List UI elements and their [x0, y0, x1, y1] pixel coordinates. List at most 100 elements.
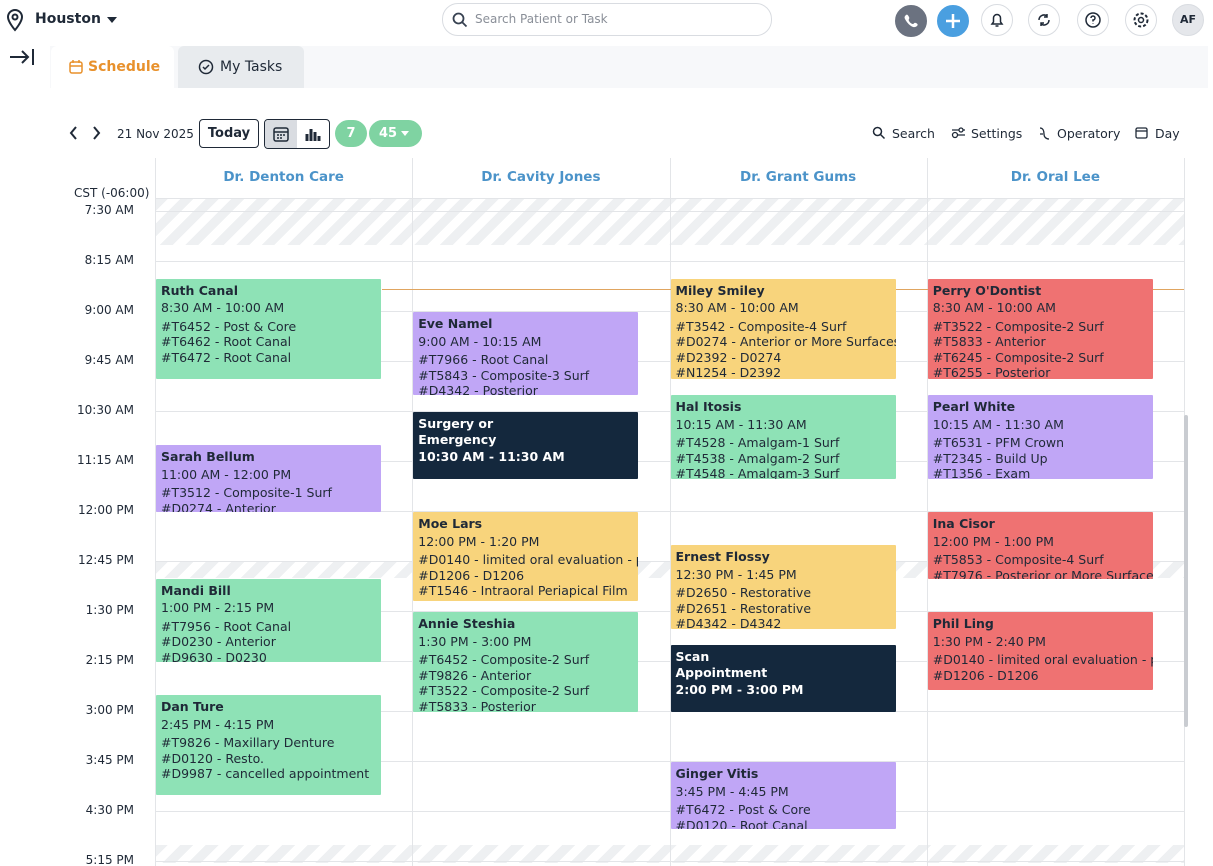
appointment-time: 8:30 AM - 10:00 AM [932, 300, 1056, 316]
procedure: #T6255 - Posterior [932, 365, 1051, 379]
appointment-time: 8:30 AM - 10:00 AM [675, 300, 799, 316]
avatar[interactable]: AF [1172, 4, 1204, 36]
appointment-time: 1:30 PM - 3:00 PM [418, 633, 532, 649]
procedure: #D0230 - Anterior [161, 634, 276, 650]
time-label: 3:00 PM [85, 703, 134, 717]
appointment[interactable]: Ernest Flossy 12:30 PM - 1:45 PM #D2650 - … [670, 545, 896, 629]
procedure: #T5833 - Posterior [418, 698, 536, 713]
doctor-name: Dr. Grant Gums [740, 169, 857, 185]
appointment[interactable]: Phil Ling 1:30 PM - 2:40 PM #D0140 - limit… [927, 612, 1153, 690]
patient-name: Eve Namel [418, 316, 493, 331]
procedure: #T4528 - Amalgam-1 Surf [675, 435, 840, 451]
current-date: 21 Nov 2025 [117, 127, 194, 141]
count-badge[interactable]: 7 [335, 120, 367, 147]
procedure: #T3542 - Composite-4 Surf [675, 318, 847, 334]
appointment[interactable]: Ina Cisor 12:00 PM - 1:00 PM #T5853 - Comp… [927, 512, 1153, 579]
phone-button[interactable] [895, 5, 927, 37]
appointment-time: 1:00 PM - 2:15 PM [161, 600, 275, 616]
procedure: #T3522 - Composite-2 Surf [932, 318, 1104, 334]
today-button[interactable]: Today [199, 119, 259, 148]
search-placeholder: Search Patient or Task [475, 12, 608, 26]
procedure: #D0120 - Root Canal [675, 817, 808, 829]
appointment-time: 8:30 AM - 10:00 AM [161, 300, 285, 316]
column-line [669, 158, 671, 866]
appointment-time: 2:00 PM - 3:00 PM [675, 682, 804, 698]
timezone: CST (-06:00) [74, 186, 150, 200]
appointment[interactable]: Mandi Bill 1:00 PM - 2:15 PM #T7956 - Root… [156, 578, 381, 662]
doctor-name: Dr. Cavity Jones [481, 169, 601, 185]
appointment[interactable]: Ruth Canal 8:30 AM - 10:00 AM #T6452 - Pos… [156, 278, 381, 379]
schedule-tab[interactable]: Schedule [51, 46, 174, 90]
appointment[interactable]: Sarah Bellum 11:00 AM - 12:00 PM #T3512 - … [156, 445, 381, 512]
appointment[interactable]: Surgery or Emergency 10:30 AM - 11:30 AM [413, 412, 639, 479]
time-label: 10:30 AM [77, 403, 134, 417]
help-button[interactable] [1077, 4, 1109, 36]
scrollbar[interactable] [1184, 415, 1188, 727]
procedure: #N1254 - D2392 [675, 365, 782, 379]
procedure: #T7956 - Root Canal [161, 618, 292, 634]
search-icon [452, 12, 468, 28]
location[interactable]: Houston [35, 11, 101, 27]
appointment[interactable]: Moe Lars 12:00 PM - 1:20 PM #D0140 - limit… [413, 512, 639, 601]
patient-name: Scan Appointment [675, 649, 768, 680]
patient-name: Surgery or Emergency [418, 416, 497, 447]
procedure: #T6452 - Composite-2 Surf [418, 652, 590, 667]
column-line [926, 158, 928, 866]
procedure: #D9987 - cancelled appointment [161, 766, 370, 782]
procedure: #D2392 - D0274 [675, 349, 782, 365]
appointment-time: 12:30 PM - 1:45 PM [675, 566, 797, 582]
appointment[interactable]: Scan Appointment 2:00 PM - 3:00 PM [670, 645, 896, 712]
appointment-time: 12:00 PM - 1:00 PM [932, 533, 1054, 549]
sidebar-toggle[interactable] [8, 46, 36, 68]
count-badge[interactable]: 45 [369, 120, 422, 147]
tab-label: Schedule [88, 59, 161, 75]
appointment[interactable]: Pearl White 10:15 AM - 11:30 AM #T6531 - P… [927, 395, 1153, 479]
procedure: #D1206 - D1206 [418, 567, 525, 583]
procedure: #D0274 - Anterior [161, 500, 276, 512]
patient-name: Moe Lars [418, 516, 483, 531]
toolbar-action[interactable]: Day [1155, 126, 1180, 141]
appointment[interactable]: Eve Namel 9:00 AM - 10:15 AM #T7966 - Root… [413, 312, 639, 396]
settings-button[interactable] [1125, 4, 1157, 36]
appointment[interactable]: Ginger Vitis 3:45 PM - 4:45 PM #T6472 - Po… [670, 762, 896, 829]
date-nav[interactable] [66, 125, 106, 141]
procedure: #T5833 - Anterior [932, 334, 1046, 350]
appointment[interactable]: Perry O'Dontist 8:30 AM - 10:00 AM #T3522 … [927, 278, 1153, 379]
procedure: #T4538 - Amalgam-2 Surf [675, 450, 840, 466]
procedure: #T5853 - Composite-4 Surf [932, 552, 1104, 567]
sync-button[interactable] [1028, 4, 1060, 36]
action-icon [1037, 126, 1053, 142]
time-label: 2:15 PM [85, 653, 134, 667]
toolbar-action[interactable]: Search [892, 126, 935, 141]
search-box[interactable]: Search Patient or Task [442, 3, 772, 36]
badge-text: 45 [379, 126, 398, 141]
procedure: #T9826 - Maxillary Denture [161, 735, 335, 751]
add-button[interactable] [937, 5, 969, 37]
procedure: #T6472 - Root Canal [161, 349, 292, 365]
patient-name: Sarah Bellum [161, 449, 255, 465]
view-toggle[interactable] [264, 119, 330, 149]
tasks-tab[interactable]: My Tasks [178, 46, 304, 88]
procedure: #T2345 - Build Up [932, 450, 1048, 466]
procedure: #T3512 - Composite-1 Surf [161, 485, 332, 501]
patient-name: Miley Smiley [675, 282, 765, 298]
time-label: 4:30 PM [85, 803, 134, 817]
time-label: 5:15 PM [85, 853, 134, 866]
procedure: #T1356 - Exam [932, 466, 1031, 479]
action-icon [872, 126, 888, 142]
toolbar-action[interactable]: Operatory [1057, 126, 1121, 141]
appointment[interactable]: Miley Smiley 8:30 AM - 10:00 AM #T3542 - C… [670, 278, 896, 379]
time-label: 9:45 AM [84, 353, 134, 367]
procedure: #D2650 - Restorative [675, 585, 812, 601]
appointment[interactable]: Annie Steshia 1:30 PM - 3:00 PM #T6452 - C… [413, 612, 639, 713]
notifications-button[interactable] [981, 4, 1013, 36]
appointment[interactable]: Dan Ture 2:45 PM - 4:15 PM #T9826 - Maxill… [156, 695, 381, 796]
appointment[interactable]: Hal Itosis 10:15 AM - 11:30 AM #T4528 - Am… [670, 395, 896, 479]
appointment-time: 10:15 AM - 11:30 AM [932, 416, 1064, 432]
location-pin [6, 8, 24, 32]
procedure: #T1546 - Intraoral Periapical Film [418, 583, 628, 598]
toolbar-action[interactable]: Settings [971, 126, 1023, 141]
action-icon [951, 126, 967, 142]
procedure: #T4548 - Amalgam-3 Surf [675, 466, 840, 479]
